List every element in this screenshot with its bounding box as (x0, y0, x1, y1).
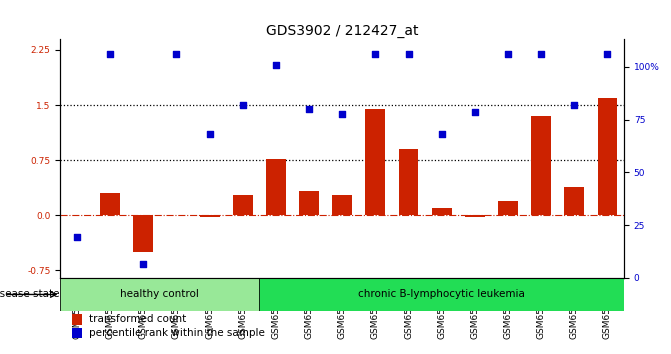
Bar (531, 116, 551, 215)
Bar (498, 201, 518, 215)
Point (204, 131, 215, 137)
Bar (366, 109, 385, 215)
Bar (332, 195, 352, 215)
Point (337, 111, 348, 117)
Point (270, 63, 281, 68)
Title: GDS3902 / 212427_at: GDS3902 / 212427_at (266, 24, 419, 38)
Point (105, 52, 115, 57)
Bar (266, 159, 286, 215)
Bar (597, 98, 617, 215)
Text: disease state: disease state (0, 290, 60, 299)
Point (602, 52, 613, 57)
Point (304, 107, 315, 112)
Point (470, 109, 480, 114)
Bar (233, 195, 253, 215)
Point (238, 102, 248, 108)
Bar (399, 149, 419, 215)
Bar (72, 314, 82, 325)
Bar (465, 215, 484, 217)
Bar (200, 215, 219, 217)
Point (569, 102, 580, 108)
Bar (134, 215, 153, 252)
Bar (72, 327, 82, 338)
Point (370, 52, 380, 57)
Bar (431, 208, 452, 215)
Point (436, 131, 447, 137)
Point (503, 52, 513, 57)
Point (72, 234, 83, 240)
Point (138, 261, 149, 267)
Bar (60, 278, 259, 311)
Text: transformed count: transformed count (89, 314, 186, 325)
Text: healthy control: healthy control (120, 290, 199, 299)
Point (171, 52, 182, 57)
Bar (259, 278, 624, 311)
Text: percentile rank within the sample: percentile rank within the sample (89, 328, 264, 338)
Bar (564, 187, 584, 215)
Point (403, 52, 414, 57)
Bar (299, 191, 319, 215)
Point (535, 52, 546, 57)
Bar (100, 193, 120, 215)
Text: chronic B-lymphocytic leukemia: chronic B-lymphocytic leukemia (358, 290, 525, 299)
